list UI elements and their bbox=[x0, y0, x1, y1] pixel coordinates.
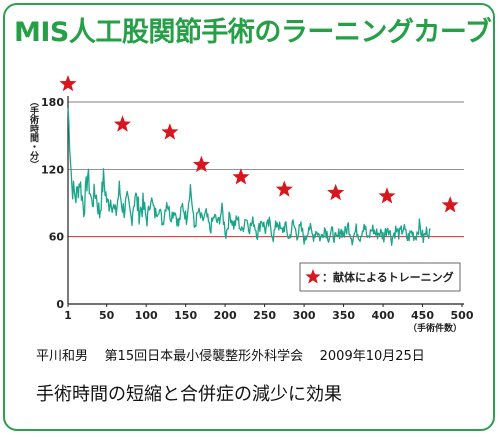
x-tick-1: 1 bbox=[64, 309, 72, 322]
legend: ：献体によるトレーニング bbox=[299, 262, 461, 292]
x-tick-100: 100 bbox=[135, 309, 158, 322]
x-tick-labels: 1 50 100 150 200 250 300 350 400 450 500 bbox=[64, 304, 474, 322]
y-tick-180: 180 bbox=[41, 96, 64, 109]
star-marker-8 bbox=[378, 187, 396, 204]
y-tick-labels: 0 60 120 180 bbox=[41, 96, 64, 311]
y-tick-60: 60 bbox=[49, 231, 65, 244]
axes bbox=[67, 96, 464, 305]
caption-conference: 第15回日本最小侵襲整形外科学会 bbox=[104, 349, 304, 364]
x-axis-label: （手術件数） bbox=[408, 322, 462, 334]
source-caption: 平川和男 第15回日本最小侵襲整形外科学会 2009年10月25日 bbox=[36, 345, 425, 364]
legend-star-icon bbox=[305, 269, 321, 284]
star-marker-4 bbox=[192, 155, 210, 173]
x-tick-400: 400 bbox=[372, 309, 395, 322]
star-marker-9 bbox=[441, 196, 459, 213]
star-marker-5 bbox=[232, 168, 250, 185]
star-marker-1 bbox=[59, 75, 77, 92]
star-marker-7 bbox=[327, 183, 345, 201]
y-axis-label: （手術時間・分） bbox=[28, 97, 40, 169]
x-tick-50: 50 bbox=[99, 309, 115, 322]
series-line bbox=[67, 107, 431, 246]
y-tick-0: 0 bbox=[56, 298, 64, 311]
x-tick-250: 250 bbox=[253, 309, 276, 322]
training-markers bbox=[59, 75, 459, 213]
star-marker-6 bbox=[275, 180, 293, 197]
x-tick-300: 300 bbox=[293, 309, 316, 322]
operation-time-series bbox=[67, 107, 431, 246]
y-tick-120: 120 bbox=[41, 163, 64, 176]
star-marker-2 bbox=[113, 115, 131, 132]
caption-author: 平川和男 bbox=[36, 349, 89, 364]
x-tick-200: 200 bbox=[214, 309, 237, 322]
caption-date: 2009年10月25日 bbox=[319, 349, 425, 364]
star-marker-3 bbox=[161, 123, 179, 140]
legend-label: ：献体によるトレーニング bbox=[322, 270, 454, 284]
chart-title: MIS人工股関節手術のラーニングカーブ bbox=[14, 17, 492, 48]
x-tick-350: 350 bbox=[332, 309, 355, 322]
legend-box bbox=[299, 262, 461, 292]
border-frame bbox=[3, 3, 495, 431]
x-tick-450: 450 bbox=[411, 309, 434, 322]
x-tick-150: 150 bbox=[174, 309, 197, 322]
headline: 手術時間の短縮と合併症の減少に効果 bbox=[36, 384, 342, 405]
x-tick-500: 500 bbox=[451, 309, 474, 322]
